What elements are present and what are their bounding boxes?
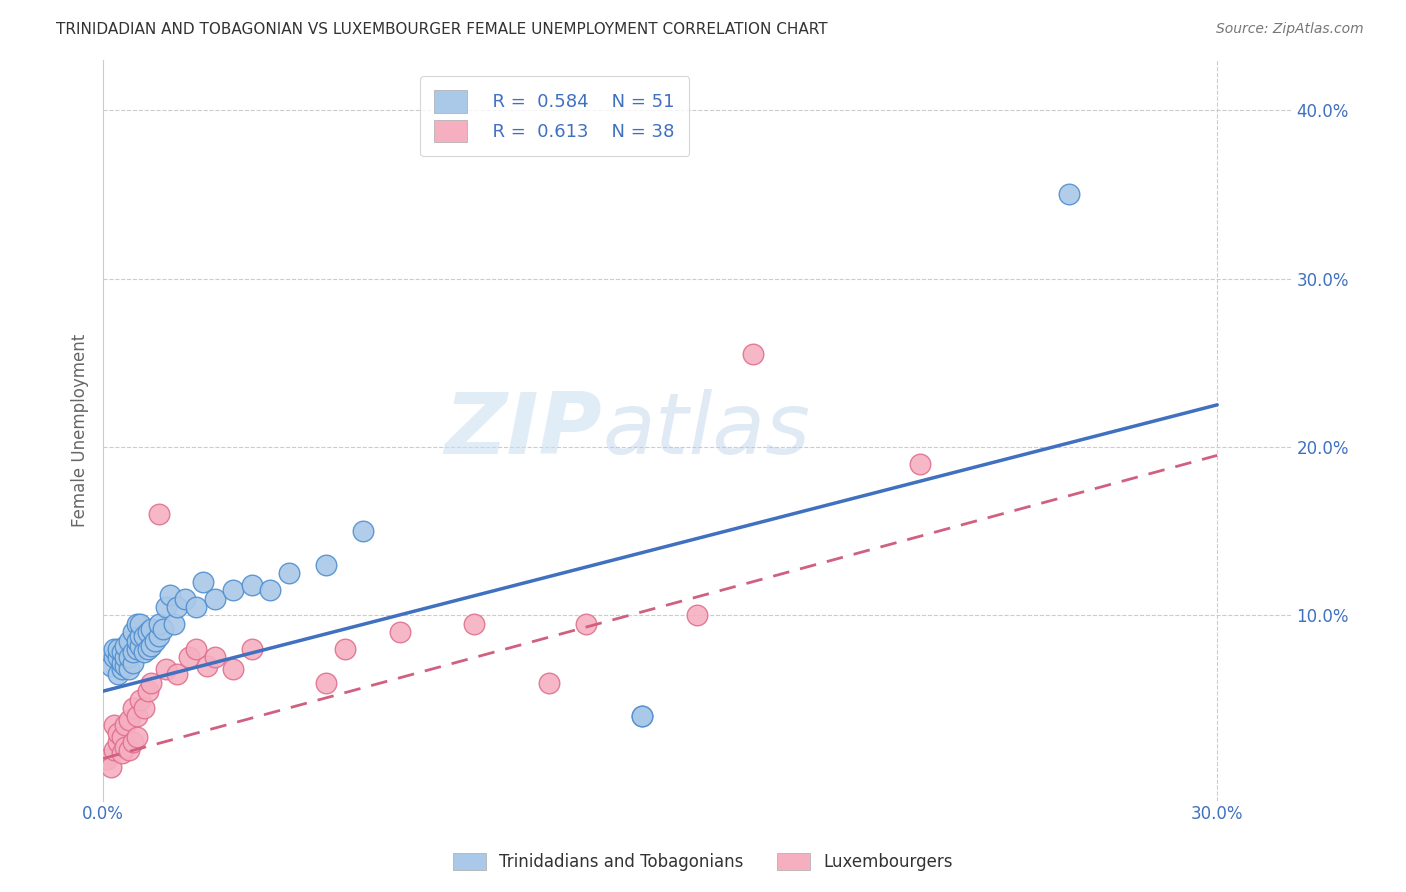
Point: [118, 633, 141, 648]
Point: [143, 633, 166, 648]
Point: [463, 616, 485, 631]
Point: [141, 675, 163, 690]
Point: [121, 645, 143, 659]
Point: [103, 650, 125, 665]
Point: [333, 642, 356, 657]
Point: [114, 650, 136, 665]
Point: [107, 726, 129, 740]
Point: [195, 659, 218, 673]
Point: [166, 599, 188, 614]
Point: [193, 574, 215, 589]
Point: [159, 588, 181, 602]
Point: [118, 650, 141, 665]
Point: [111, 662, 134, 676]
Legend:   R =  0.584    N = 51,   R =  0.613    N = 38: R = 0.584 N = 51, R = 0.613 N = 38: [420, 76, 689, 156]
Point: [132, 645, 155, 659]
Point: [630, 709, 652, 723]
Point: [148, 616, 170, 631]
Point: [103, 718, 125, 732]
Point: [204, 591, 226, 606]
Point: [315, 675, 337, 690]
Point: [118, 713, 141, 727]
Point: [141, 639, 163, 653]
Point: [107, 650, 129, 665]
Point: [742, 347, 765, 361]
Point: [222, 662, 245, 676]
Point: [686, 608, 709, 623]
Point: [129, 639, 152, 653]
Point: [155, 662, 177, 676]
Point: [121, 625, 143, 640]
Point: [136, 684, 159, 698]
Point: [121, 734, 143, 748]
Point: [163, 616, 186, 631]
Point: [125, 642, 148, 657]
Point: [118, 662, 141, 676]
Point: [1057, 187, 1080, 202]
Point: [155, 599, 177, 614]
Point: [173, 591, 195, 606]
Point: [136, 642, 159, 657]
Point: [277, 566, 299, 581]
Point: [121, 656, 143, 670]
Point: [184, 642, 207, 657]
Point: [107, 642, 129, 657]
Point: [166, 667, 188, 681]
Point: [132, 629, 155, 643]
Point: [630, 709, 652, 723]
Point: [141, 622, 163, 636]
Point: [575, 616, 598, 631]
Point: [114, 639, 136, 653]
Text: atlas: atlas: [602, 389, 810, 472]
Point: [136, 625, 159, 640]
Point: [240, 578, 263, 592]
Point: [148, 508, 170, 522]
Point: [129, 629, 152, 643]
Point: [315, 558, 337, 572]
Point: [177, 650, 200, 665]
Point: [204, 650, 226, 665]
Point: [222, 583, 245, 598]
Point: [152, 622, 174, 636]
Point: [121, 701, 143, 715]
Point: [352, 524, 374, 538]
Point: [114, 718, 136, 732]
Point: [259, 583, 281, 598]
Point: [103, 642, 125, 657]
Point: [100, 659, 122, 673]
Point: [111, 645, 134, 659]
Legend: Trinidadians and Tobagonians, Luxembourgers: Trinidadians and Tobagonians, Luxembourg…: [444, 845, 962, 880]
Point: [107, 667, 129, 681]
Y-axis label: Female Unemployment: Female Unemployment: [72, 334, 89, 527]
Point: [537, 675, 560, 690]
Point: [111, 747, 134, 761]
Point: [125, 730, 148, 744]
Point: [908, 457, 931, 471]
Point: [125, 709, 148, 723]
Point: [100, 760, 122, 774]
Point: [114, 739, 136, 754]
Point: [114, 659, 136, 673]
Point: [107, 734, 129, 748]
Point: [132, 701, 155, 715]
Point: [389, 625, 412, 640]
Point: [148, 629, 170, 643]
Point: [111, 656, 134, 670]
Text: ZIP: ZIP: [444, 389, 602, 472]
Point: [103, 743, 125, 757]
Point: [118, 743, 141, 757]
Point: [184, 599, 207, 614]
Point: [96, 751, 118, 765]
Point: [125, 633, 148, 648]
Point: [111, 730, 134, 744]
Point: [125, 616, 148, 631]
Text: TRINIDADIAN AND TOBAGONIAN VS LUXEMBOURGER FEMALE UNEMPLOYMENT CORRELATION CHART: TRINIDADIAN AND TOBAGONIAN VS LUXEMBOURG…: [56, 22, 828, 37]
Point: [240, 642, 263, 657]
Point: [129, 616, 152, 631]
Text: Source: ZipAtlas.com: Source: ZipAtlas.com: [1216, 22, 1364, 37]
Point: [129, 692, 152, 706]
